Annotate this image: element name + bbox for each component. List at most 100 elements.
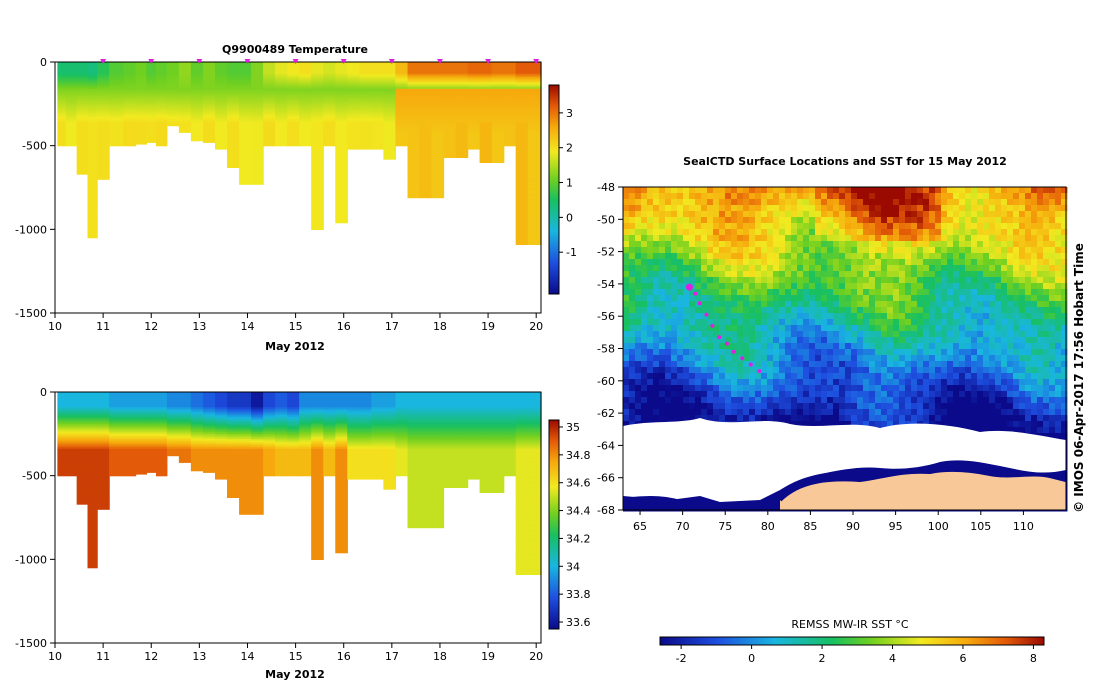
section-cell xyxy=(407,187,421,190)
section-cell xyxy=(76,118,89,122)
section-cell xyxy=(239,465,252,468)
section-cell xyxy=(87,112,98,115)
section-cell xyxy=(97,432,110,435)
section-cell xyxy=(135,393,147,396)
section-cell xyxy=(467,122,481,125)
section-cell xyxy=(287,70,300,73)
section-cell xyxy=(87,83,98,87)
section-cell xyxy=(311,157,324,160)
section-cell xyxy=(109,393,125,396)
section-cell xyxy=(87,435,98,438)
section-cell xyxy=(57,393,67,396)
section-cell xyxy=(239,117,252,120)
section-cell xyxy=(407,195,421,199)
section-cell xyxy=(443,83,457,87)
section-cell xyxy=(311,100,324,103)
section-cell xyxy=(87,200,98,204)
section-cell xyxy=(57,450,67,453)
section-cell xyxy=(65,460,78,463)
section-cell xyxy=(311,415,324,418)
section-cell xyxy=(227,88,240,92)
section-cell xyxy=(419,177,433,180)
section-cell xyxy=(87,63,98,66)
section-cell xyxy=(491,77,505,80)
section-cell xyxy=(97,112,110,115)
section-cell xyxy=(227,457,240,460)
section-cell xyxy=(156,393,168,396)
section-cell xyxy=(359,118,372,122)
section-cell xyxy=(491,67,505,70)
section-cell xyxy=(97,448,110,452)
section-cell xyxy=(97,108,110,112)
section-cell xyxy=(87,512,98,515)
section-cell xyxy=(515,179,529,182)
section-cell xyxy=(251,474,264,477)
section-cell xyxy=(146,455,157,458)
section-cell xyxy=(146,395,157,398)
section-cell xyxy=(263,70,276,73)
section-cell xyxy=(203,132,216,135)
section-cell xyxy=(299,139,312,142)
section-cell xyxy=(203,392,216,395)
section-cell xyxy=(87,400,98,403)
section-cell xyxy=(215,413,228,417)
section-cell xyxy=(97,443,110,447)
section-cell xyxy=(251,155,264,158)
section-cell xyxy=(97,500,110,504)
section-cell xyxy=(323,73,336,76)
section-cell xyxy=(251,402,264,405)
section-cell xyxy=(135,423,147,427)
section-cell xyxy=(87,175,98,179)
section-cell xyxy=(123,137,137,140)
section-cell xyxy=(57,80,67,83)
section-cell xyxy=(215,418,228,422)
section-cell xyxy=(527,179,542,182)
section-cell xyxy=(227,397,240,400)
section-cell xyxy=(311,108,324,112)
section-cell xyxy=(190,432,204,435)
section-cell xyxy=(527,70,542,73)
section-cell xyxy=(527,92,542,95)
section-cell xyxy=(335,152,348,155)
section-cell xyxy=(275,403,288,406)
section-cell xyxy=(203,435,216,438)
section-cell xyxy=(371,83,384,87)
section-cell xyxy=(57,407,67,410)
section-cell xyxy=(190,135,204,138)
section-cell xyxy=(287,85,300,88)
section-cell xyxy=(467,62,481,65)
section-cell xyxy=(491,152,505,155)
section-cell xyxy=(123,472,137,475)
section-cell xyxy=(76,400,89,403)
section-cell xyxy=(215,145,228,148)
section-cell xyxy=(87,128,98,132)
section-cell xyxy=(146,430,157,433)
section-cell xyxy=(76,67,89,70)
section-cell xyxy=(251,490,264,493)
section-cell xyxy=(335,100,348,103)
section-cell xyxy=(251,83,264,87)
section-cell xyxy=(87,122,98,125)
section-cell xyxy=(76,405,89,408)
section-cell xyxy=(371,107,384,110)
section-cell xyxy=(347,87,360,90)
section-cell xyxy=(87,167,98,170)
section-cell xyxy=(431,154,445,157)
section-cell xyxy=(323,85,336,88)
section-cell xyxy=(311,505,324,509)
section-cell xyxy=(527,65,542,68)
section-cell xyxy=(419,108,433,112)
section-cell xyxy=(311,82,324,85)
section-cell xyxy=(251,392,264,395)
section-cell xyxy=(109,62,125,65)
section-cell xyxy=(455,139,469,142)
section-cell xyxy=(515,82,529,85)
section-cell xyxy=(227,467,240,470)
section-cell xyxy=(166,418,180,422)
section-cell xyxy=(156,115,168,118)
section-cell xyxy=(227,432,240,435)
section-cell xyxy=(251,438,264,442)
section-cell xyxy=(371,139,384,142)
section-cell xyxy=(395,123,408,127)
section-cell xyxy=(263,410,276,413)
